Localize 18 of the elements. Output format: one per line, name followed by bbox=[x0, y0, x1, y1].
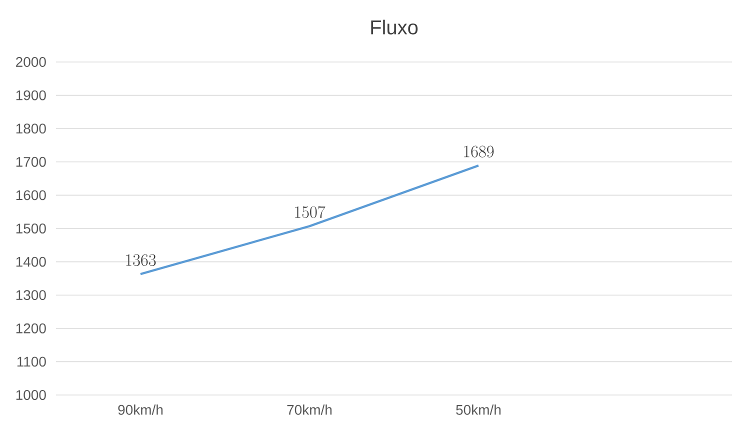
y-tick-label: 1900 bbox=[16, 90, 46, 100]
y-tick-label: 1500 bbox=[16, 224, 46, 234]
data-label: 1507 bbox=[295, 206, 326, 218]
y-tick-label: 2000 bbox=[16, 57, 46, 67]
y-tick-label: 1100 bbox=[17, 356, 46, 367]
x-tick-label: 70km/h bbox=[287, 404, 332, 415]
y-tick-label: 1300 bbox=[16, 290, 46, 300]
y-tick-label: 1000 bbox=[16, 390, 46, 400]
y-tick-label: 1800 bbox=[16, 124, 46, 134]
y-tick-label: 1200 bbox=[16, 323, 46, 334]
data-label: 1689 bbox=[464, 146, 494, 158]
y-tick-label: 1700 bbox=[16, 156, 46, 167]
data-label: 1363 bbox=[126, 254, 156, 266]
x-tick-label: 50km/h bbox=[456, 404, 501, 415]
x-tick-label: 90km/h bbox=[118, 404, 163, 415]
y-tick-label: 1600 bbox=[16, 190, 46, 200]
chart-title: Fluxo bbox=[371, 20, 418, 34]
y-tick-label: 1400 bbox=[16, 256, 46, 267]
